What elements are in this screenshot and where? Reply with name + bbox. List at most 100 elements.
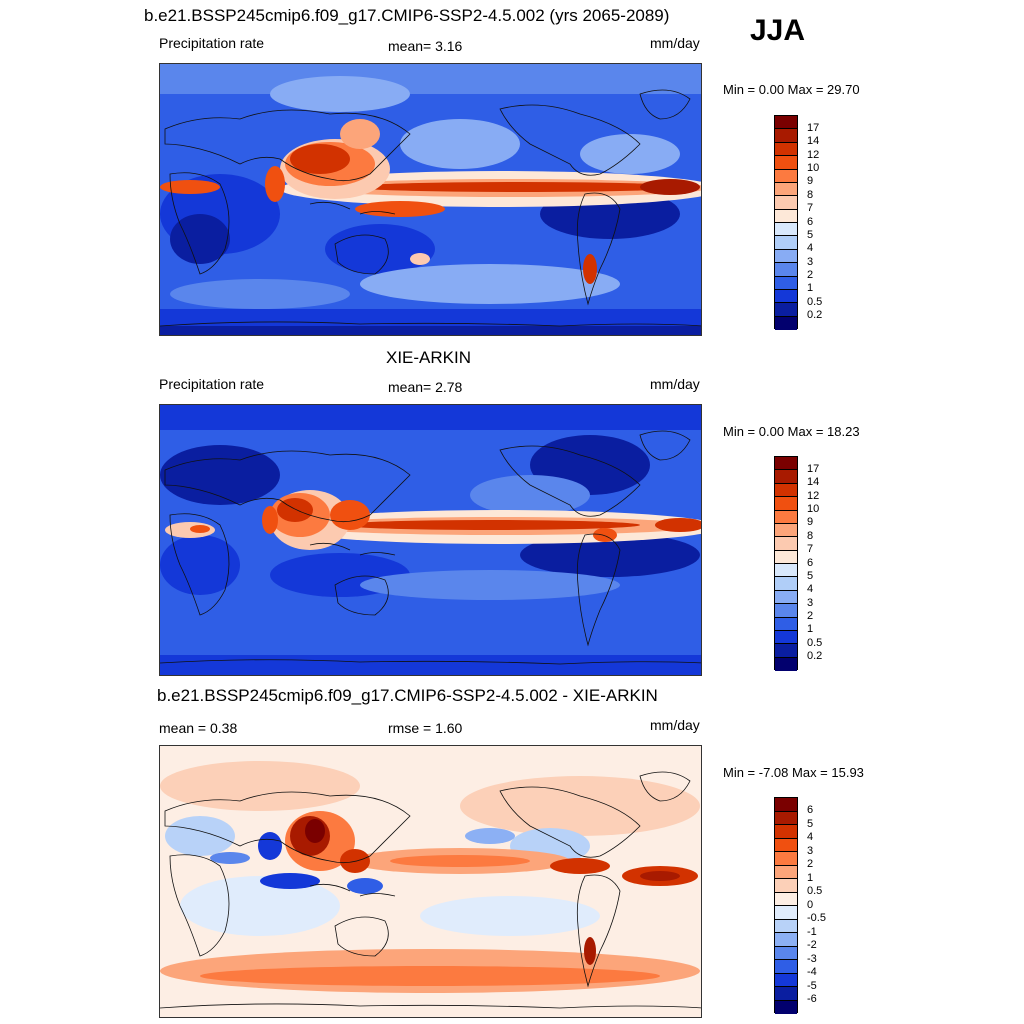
colorbar-swatch xyxy=(775,590,797,605)
colorbar-swatch xyxy=(775,223,797,237)
colorbar-swatch xyxy=(775,577,797,591)
colorbar-swatch xyxy=(775,457,797,471)
colorbar-tick-label: -1 xyxy=(807,925,817,938)
colorbar-swatch xyxy=(775,537,797,551)
colorbar-tick-label: 4 xyxy=(807,831,814,843)
colorbar-tick-label: 3 xyxy=(807,844,814,857)
colorbar-tick-label: -0.5 xyxy=(807,912,826,924)
colorbar-swatch xyxy=(775,617,797,631)
colorbar-tick-label: 10 xyxy=(807,503,820,515)
colorbar-tick-label: 17 xyxy=(807,462,820,475)
colorbar-swatch xyxy=(775,825,797,839)
panel-1-title: b.e21.BSSP245cmip6.f09_g17.CMIP6-SSP2-4.… xyxy=(144,6,670,25)
colorbar-swatch xyxy=(775,550,797,564)
colorbar-tick-label: 5 xyxy=(807,817,814,830)
colorbar-swatch xyxy=(775,1000,797,1014)
colorbar-swatch xyxy=(775,316,797,330)
panel-1-minmax: Min = 0.00 Max = 29.70 xyxy=(723,82,860,97)
colorbar-tick-label: -3 xyxy=(807,952,817,965)
colorbar-tick-label: 5 xyxy=(807,569,814,582)
panel-3-colorbar xyxy=(774,797,798,1014)
colorbar-tick-label: 6 xyxy=(807,556,814,569)
colorbar-swatch xyxy=(775,276,797,290)
colorbar-tick-label: 12 xyxy=(807,489,820,502)
colorbar-tick-label: 9 xyxy=(807,516,814,529)
colorbar-swatch xyxy=(775,973,797,987)
panel-1-variable-label: Precipitation rate xyxy=(159,35,265,51)
colorbar-tick-label: 7 xyxy=(807,543,814,556)
colorbar-swatch xyxy=(775,169,797,183)
colorbar-tick-label: 10 xyxy=(807,162,820,174)
colorbar-swatch xyxy=(775,116,797,130)
panel-3-map xyxy=(159,745,702,1018)
colorbar-tick-label: 3 xyxy=(807,255,814,268)
colorbar-swatch xyxy=(775,263,797,277)
colorbar-swatch xyxy=(775,129,797,143)
panel-2-variable-label: Precipitation rate xyxy=(159,376,265,392)
colorbar-tick-label: 1 xyxy=(807,871,814,884)
panel-2-colorbar xyxy=(774,456,798,671)
colorbar-tick-label: 4 xyxy=(807,242,814,255)
colorbar-swatch xyxy=(775,879,797,893)
colorbar-tick-label: 0 xyxy=(807,898,814,911)
panel-2-map-svg xyxy=(160,405,701,675)
colorbar-swatch xyxy=(775,906,797,920)
panel-2-map xyxy=(159,404,702,676)
colorbar-tick-label: -4 xyxy=(807,966,817,978)
panel-3-minmax: Min = -7.08 Max = 15.93 xyxy=(723,765,864,780)
colorbar-swatch xyxy=(775,564,797,578)
colorbar-tick-label: 2 xyxy=(807,858,814,870)
colorbar-swatch xyxy=(775,987,797,1001)
colorbar-swatch xyxy=(775,811,797,825)
panel-1-colorbar xyxy=(774,115,798,330)
colorbar-tick-label: 6 xyxy=(807,804,814,816)
colorbar-tick-label: 0.2 xyxy=(807,309,823,322)
colorbar-swatch xyxy=(775,497,797,511)
colorbar-tick-label: 4 xyxy=(807,583,814,596)
colorbar-swatch xyxy=(775,483,797,498)
colorbar-tick-label: 7 xyxy=(807,202,814,215)
colorbar-tick-label: 1 xyxy=(807,623,814,636)
colorbar-tick-label: 5 xyxy=(807,228,814,241)
colorbar-tick-label: 1 xyxy=(807,282,814,295)
colorbar-tick-label: 0.5 xyxy=(807,295,823,308)
colorbar-tick-label: 8 xyxy=(807,529,814,542)
colorbar-tick-label: 0.5 xyxy=(807,885,823,897)
colorbar-swatch xyxy=(775,604,797,618)
colorbar-tick-label: 17 xyxy=(807,121,820,134)
colorbar-swatch xyxy=(775,249,797,264)
colorbar-swatch xyxy=(775,470,797,484)
colorbar-tick-label: 6 xyxy=(807,215,814,228)
colorbar-tick-label: -2 xyxy=(807,939,817,951)
colorbar-swatch xyxy=(775,630,797,645)
colorbar-tick-label: 14 xyxy=(807,476,820,489)
colorbar-swatch xyxy=(775,865,797,879)
colorbar-tick-label: 0.5 xyxy=(807,636,823,649)
colorbar-tick-label: 3 xyxy=(807,596,814,609)
colorbar-tick-label: -6 xyxy=(807,993,817,1005)
panel-3-rmse-label: rmse = 1.60 xyxy=(388,720,463,736)
panel-1-map xyxy=(159,63,702,336)
colorbar-swatch xyxy=(775,142,797,157)
colorbar-swatch xyxy=(775,196,797,210)
panel-2-title: XIE-ARKIN xyxy=(386,348,472,367)
panel-1-units-label: mm/day xyxy=(650,35,700,51)
colorbar-swatch xyxy=(775,657,797,671)
panel-3-title: b.e21.BSSP245cmip6.f09_g17.CMIP6-SSP2-4.… xyxy=(157,686,658,705)
colorbar-tick-label: 2 xyxy=(807,610,814,622)
colorbar-swatch xyxy=(775,838,797,852)
colorbar-tick-label: 8 xyxy=(807,188,814,201)
colorbar-swatch xyxy=(775,156,797,170)
colorbar-swatch xyxy=(775,644,797,658)
colorbar-swatch xyxy=(775,510,797,524)
colorbar-tick-label: 14 xyxy=(807,135,820,148)
colorbar-swatch xyxy=(775,852,797,866)
colorbar-swatch xyxy=(775,303,797,317)
colorbar-swatch xyxy=(775,892,797,906)
colorbar-swatch xyxy=(775,236,797,250)
colorbar-swatch xyxy=(775,798,797,812)
colorbar-swatch xyxy=(775,933,797,947)
panel-1-map-svg xyxy=(160,64,701,335)
panel-1-mean-label: mean= 3.16 xyxy=(388,38,463,54)
panel-3-mean-label: mean = 0.38 xyxy=(159,720,238,736)
